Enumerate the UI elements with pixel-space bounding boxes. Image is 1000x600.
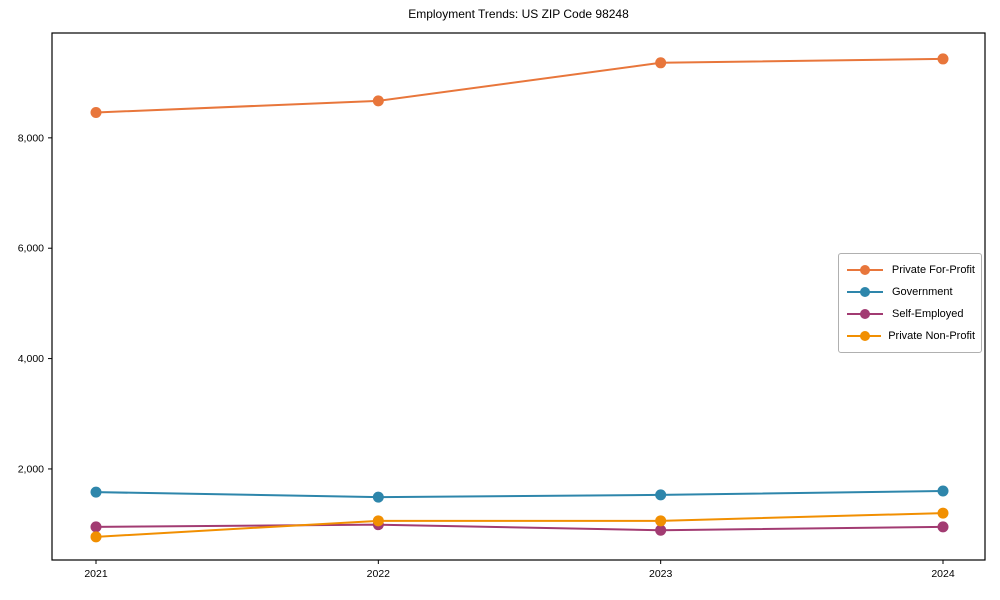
legend-item-self-employed: Self-Employed: [845, 303, 975, 325]
data-point-private-non-profit-2022: [372, 515, 384, 527]
y-axis-tick-label: 2,000: [18, 463, 44, 475]
x-axis-tick-label: 2022: [367, 568, 391, 580]
legend-marker-icon: [847, 309, 883, 319]
data-point-private-non-profit-2023: [655, 515, 667, 527]
plot-border: [51, 32, 986, 561]
series-line-private-non-profit: [95, 512, 944, 538]
legend-marker-icon: [847, 265, 883, 275]
series-line-self-employed: [95, 523, 944, 532]
legend: Private For-Profit Government Self-Employe…: [838, 253, 982, 353]
data-point-private-for-profit-2024: [937, 53, 949, 65]
legend-label: Government: [892, 286, 953, 298]
legend-marker-icon: [847, 287, 883, 297]
data-point-government-2022: [372, 491, 384, 503]
data-point-self-employed-2024: [937, 521, 949, 533]
data-point-government-2021: [90, 486, 102, 498]
legend-label: Self-Employed: [892, 308, 964, 320]
y-axis-tick-label: 4,000: [18, 353, 44, 365]
legend-item-private-non-profit: Private Non-Profit: [845, 325, 975, 347]
legend-label: Private For-Profit: [891, 264, 975, 276]
legend-item-government: Government: [845, 281, 975, 303]
data-point-private-non-profit-2024: [937, 507, 949, 519]
y-axis-tick-label: 6,000: [18, 243, 44, 255]
data-point-private-for-profit-2022: [372, 95, 384, 107]
x-axis-tick-label: 2021: [84, 568, 108, 580]
series-line-government: [95, 490, 944, 499]
series-line-private-for-profit: [95, 57, 944, 114]
legend-label: Private Non-Profit: [888, 330, 975, 342]
legend-marker-icon: [847, 331, 882, 341]
data-point-private-for-profit-2021: [90, 106, 102, 118]
data-point-self-employed-2021: [90, 521, 102, 533]
data-point-private-for-profit-2023: [655, 57, 667, 69]
x-axis-tick-label: 2023: [649, 568, 673, 580]
chart-title: Employment Trends: US ZIP Code 98248: [408, 7, 629, 21]
y-axis-tick-label: 8,000: [18, 132, 44, 144]
data-point-private-non-profit-2021: [90, 531, 102, 543]
data-point-self-employed-2023: [655, 524, 667, 536]
data-point-government-2023: [655, 489, 667, 501]
legend-item-private-for-profit: Private For-Profit: [845, 259, 975, 281]
x-axis-tick-label: 2024: [931, 568, 955, 580]
data-point-government-2024: [937, 485, 949, 497]
